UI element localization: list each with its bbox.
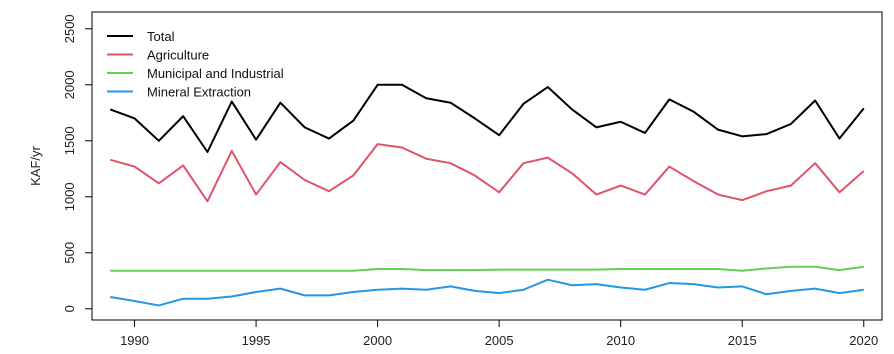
x-tick-label: 2005 bbox=[485, 333, 514, 348]
series-line-agriculture bbox=[109, 143, 865, 203]
legend-label: Total bbox=[147, 29, 175, 44]
y-axis: 0 500 1000 1500 2000 2500 bbox=[62, 14, 92, 312]
y-tick-label: 1500 bbox=[62, 126, 77, 155]
y-tick-label: 500 bbox=[62, 242, 77, 264]
y-tick-label: 0 bbox=[62, 305, 77, 312]
y-tick-label: 2500 bbox=[62, 14, 77, 43]
x-axis: 1990 1995 2000 2005 2010 2015 2020 bbox=[120, 320, 878, 348]
legend-label: Agriculture bbox=[147, 48, 209, 63]
x-tick-label: 2000 bbox=[363, 333, 392, 348]
series-group bbox=[109, 83, 865, 307]
x-tick-label: 1995 bbox=[242, 333, 271, 348]
y-tick-label: 2000 bbox=[62, 70, 77, 99]
series-line-municipal-and-industrial bbox=[110, 265, 864, 272]
series-line-mineral-extraction bbox=[110, 278, 864, 307]
y-axis-title: KAF/yr bbox=[28, 145, 43, 185]
legend: Total Agriculture Municipal and Industrial… bbox=[107, 29, 284, 100]
y-tick-label: 1000 bbox=[62, 182, 77, 211]
x-tick-label: 2020 bbox=[849, 333, 878, 348]
legend-label: Mineral Extraction bbox=[147, 85, 251, 100]
x-tick-label: 2010 bbox=[606, 333, 635, 348]
series-line-total bbox=[109, 83, 865, 153]
plot-frame bbox=[91, 11, 883, 321]
legend-label: Municipal and Industrial bbox=[147, 66, 284, 81]
x-tick-label: 1990 bbox=[120, 333, 149, 348]
x-tick-label: 2015 bbox=[728, 333, 757, 348]
